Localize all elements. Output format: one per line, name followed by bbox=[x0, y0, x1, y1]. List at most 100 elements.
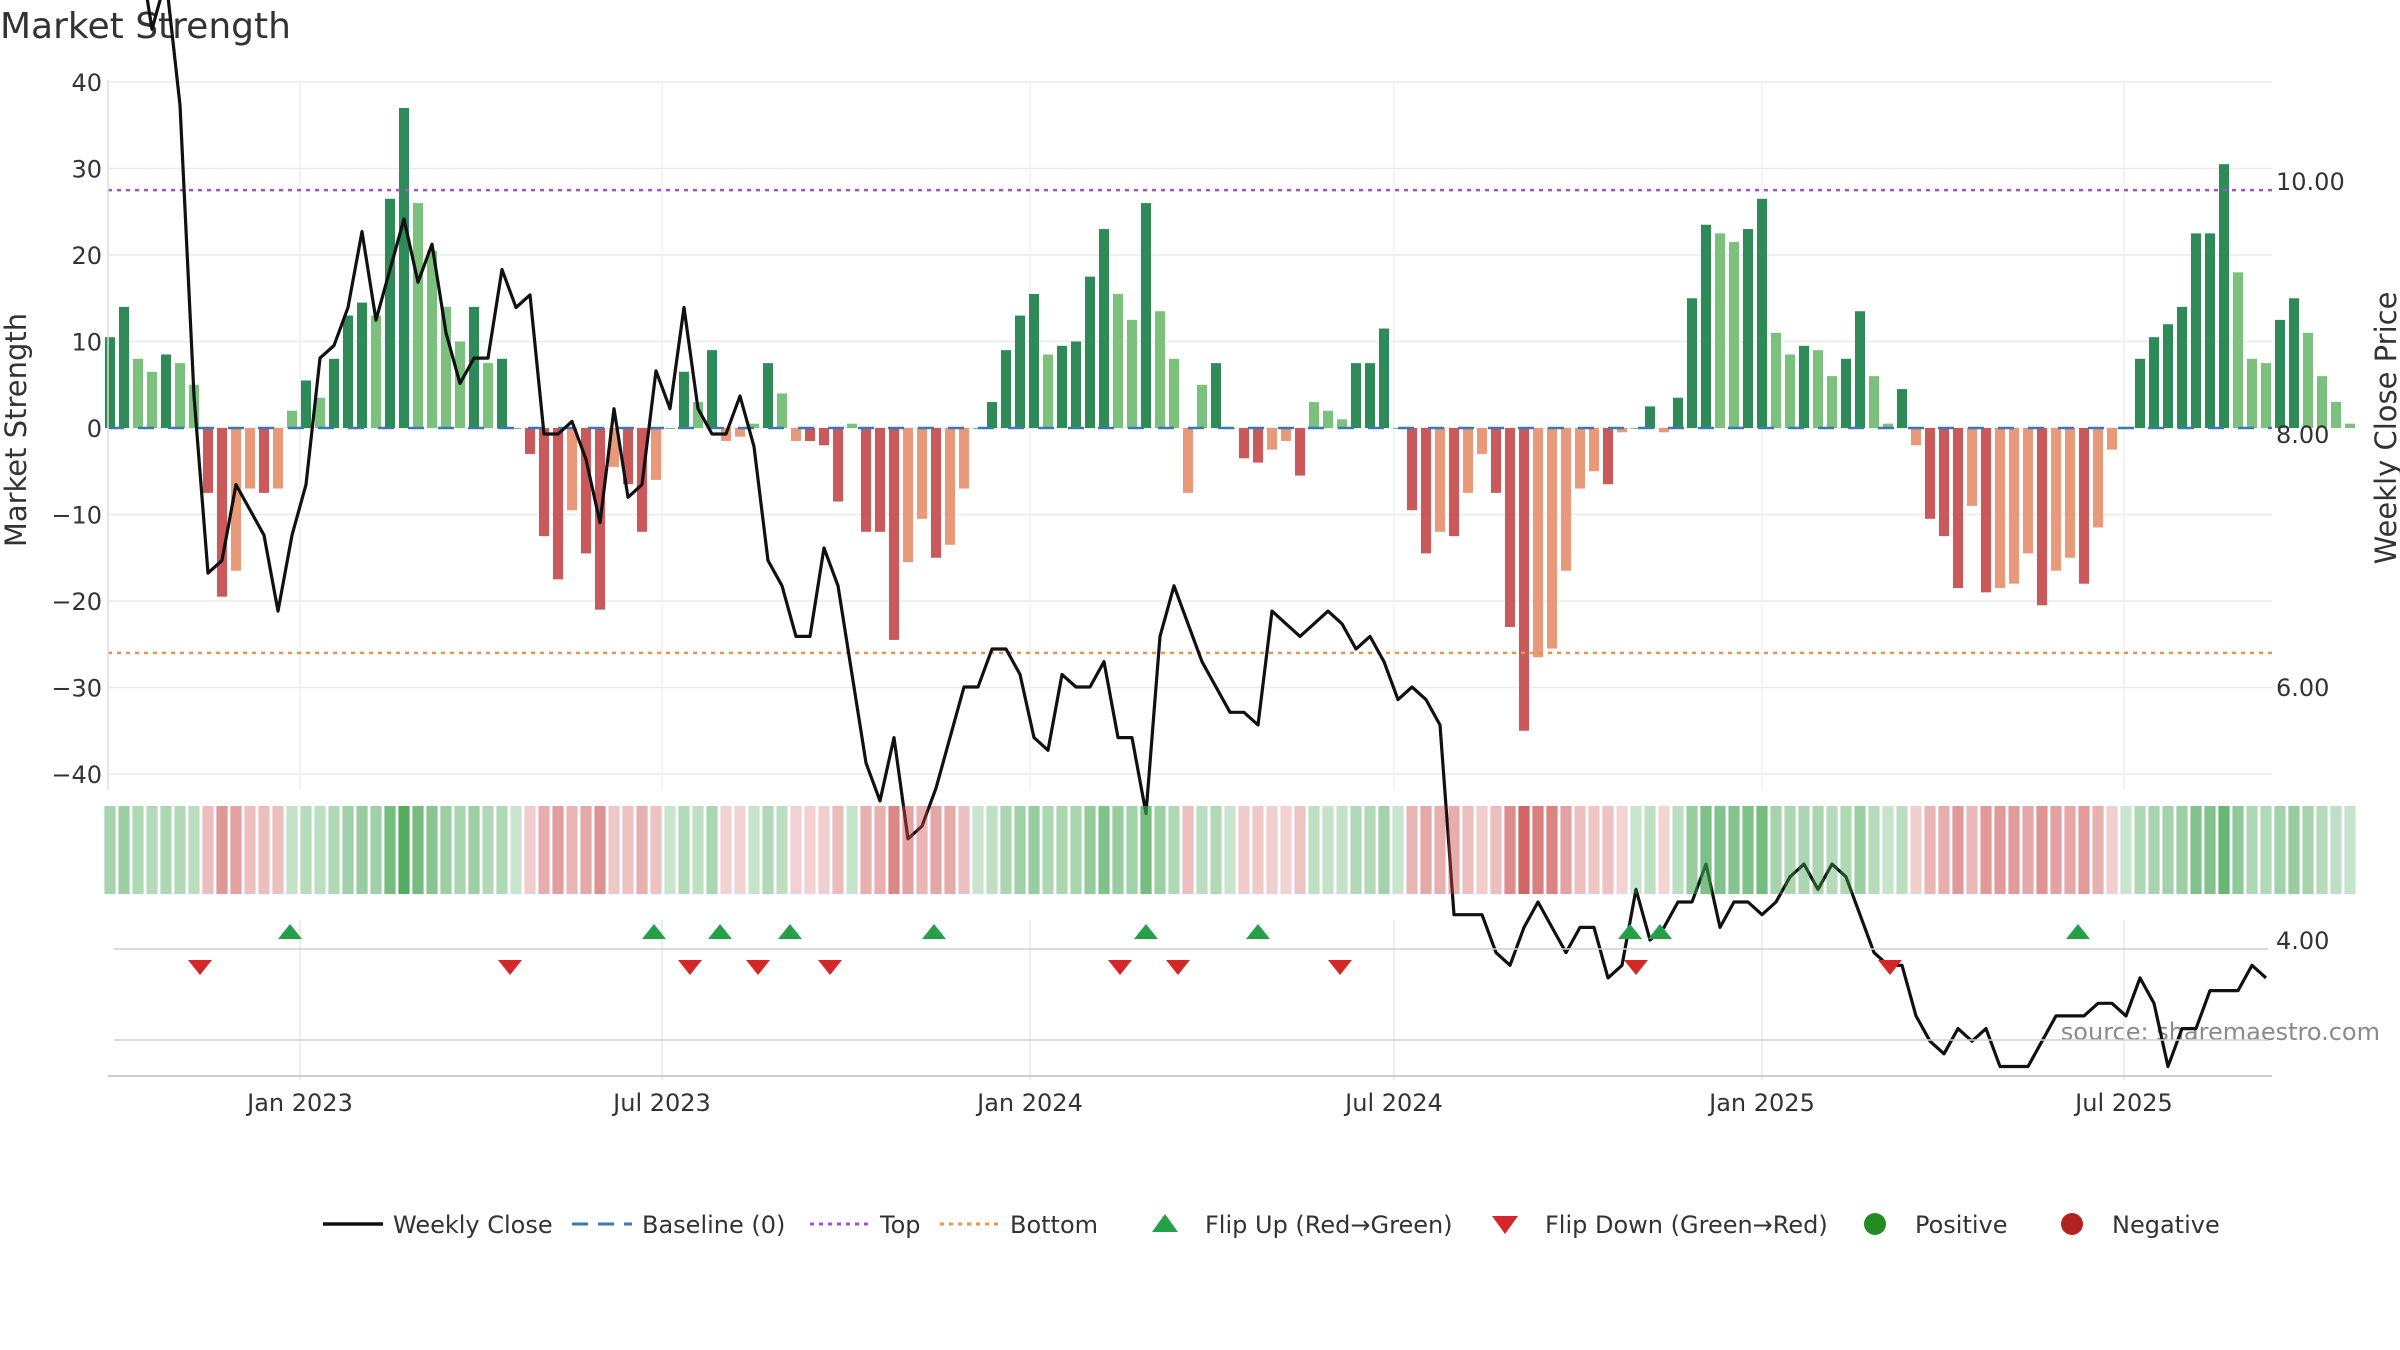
strength-bar bbox=[1266, 428, 1278, 450]
strength-bar bbox=[2106, 428, 2118, 450]
strength-bar bbox=[1126, 319, 1138, 428]
legend-swatch bbox=[1492, 1216, 1518, 1234]
flip-up-marker bbox=[642, 924, 666, 939]
heat-cell bbox=[1686, 806, 1698, 894]
strength-bar bbox=[776, 393, 788, 428]
flip-down-marker bbox=[678, 960, 702, 975]
strength-bar bbox=[244, 428, 256, 489]
strength-bar bbox=[804, 428, 816, 441]
strength-bar bbox=[1420, 428, 1432, 554]
heat-cell bbox=[314, 806, 326, 894]
heat-cell bbox=[2316, 806, 2328, 894]
strength-bar bbox=[1056, 345, 1068, 428]
strength-bar bbox=[258, 428, 270, 493]
heat-cell bbox=[328, 806, 340, 894]
flip-down-marker bbox=[1166, 960, 1190, 975]
legend-swatch bbox=[2061, 1213, 2083, 1235]
strength-bar bbox=[1182, 428, 1194, 493]
strength-bar bbox=[2064, 428, 2076, 558]
y-right-tick-label: 8.00 bbox=[2276, 421, 2329, 449]
heat-cell bbox=[384, 806, 396, 894]
heat-cell bbox=[342, 806, 354, 894]
strength-bar bbox=[2204, 233, 2216, 428]
strength-bar bbox=[1112, 293, 1124, 428]
strength-bar bbox=[1560, 428, 1572, 571]
heat-cell bbox=[1532, 806, 1544, 894]
strength-bar bbox=[1742, 229, 1754, 428]
strength-bar bbox=[1574, 428, 1586, 489]
heat-cell bbox=[482, 806, 494, 894]
legend-label: Top bbox=[879, 1211, 921, 1239]
heat-cell bbox=[1602, 806, 1614, 894]
strength-bar bbox=[762, 363, 774, 428]
strength-bar bbox=[1546, 428, 1558, 649]
heat-cell bbox=[1476, 806, 1488, 894]
strength-bar bbox=[1308, 402, 1320, 428]
strength-bar bbox=[734, 428, 746, 437]
flip-down-marker bbox=[1328, 960, 1352, 975]
heat-cell bbox=[454, 806, 466, 894]
strength-bar bbox=[874, 428, 886, 532]
heat-cell bbox=[370, 806, 382, 894]
strength-bar bbox=[1700, 224, 1712, 428]
strength-bar bbox=[2288, 298, 2300, 428]
flip-up-marker bbox=[922, 924, 946, 939]
heat-cell bbox=[2008, 806, 2020, 894]
strength-bar bbox=[1406, 428, 1418, 511]
heat-cell bbox=[748, 806, 760, 894]
strength-bar bbox=[286, 410, 298, 428]
flip-up-marker bbox=[1648, 924, 1672, 939]
strength-bar bbox=[1868, 376, 1880, 428]
strength-bar bbox=[2134, 358, 2146, 428]
heat-cell bbox=[1994, 806, 2006, 894]
heat-cell bbox=[594, 806, 606, 894]
strength-bar bbox=[2330, 402, 2342, 428]
strength-bar bbox=[342, 315, 354, 428]
heat-cell bbox=[678, 806, 690, 894]
strength-bar bbox=[2316, 376, 2328, 428]
strength-bar bbox=[1812, 350, 1824, 428]
heat-cell bbox=[258, 806, 270, 894]
legend-swatch bbox=[1864, 1213, 1886, 1235]
flip-down-marker bbox=[1878, 960, 1902, 975]
strength-bar bbox=[1070, 341, 1082, 428]
strength-bar bbox=[2092, 428, 2104, 528]
heat-cell bbox=[1140, 806, 1152, 894]
strength-bar bbox=[1966, 428, 1978, 506]
strength-bar bbox=[2260, 363, 2272, 428]
legend-label: Bottom bbox=[1010, 1211, 1098, 1239]
strength-heat-strip bbox=[104, 806, 2356, 894]
heat-cell bbox=[1812, 806, 1824, 894]
strength-bar bbox=[1210, 363, 1222, 428]
strength-bar bbox=[1644, 406, 1656, 428]
reference-lines bbox=[108, 188, 2272, 655]
strength-bar bbox=[1896, 389, 1908, 428]
heat-cell bbox=[650, 806, 662, 894]
heat-cell bbox=[2232, 806, 2244, 894]
heat-cell bbox=[1756, 806, 1768, 894]
heat-cell bbox=[2092, 806, 2104, 894]
heat-cell bbox=[132, 806, 144, 894]
heat-cell bbox=[356, 806, 368, 894]
heat-cell bbox=[1210, 806, 1222, 894]
strength-bar bbox=[1028, 293, 1040, 428]
strength-bar bbox=[496, 358, 508, 428]
strength-bar bbox=[1504, 428, 1516, 627]
heat-cell bbox=[496, 806, 508, 894]
heat-cell bbox=[1630, 806, 1642, 894]
heat-cell bbox=[2246, 806, 2258, 894]
heat-cell bbox=[2162, 806, 2174, 894]
heat-cell bbox=[1770, 806, 1782, 894]
heat-cell bbox=[1280, 806, 1292, 894]
strength-bar bbox=[468, 306, 480, 428]
strength-bar bbox=[2218, 164, 2230, 429]
x-tick-label: Jan 2024 bbox=[975, 1089, 1083, 1117]
heat-cell bbox=[1420, 806, 1432, 894]
strength-bar bbox=[1532, 428, 1544, 658]
strength-bar bbox=[1238, 428, 1250, 459]
heat-cell bbox=[524, 806, 536, 894]
strength-bar bbox=[1140, 203, 1152, 428]
heat-cell bbox=[1308, 806, 1320, 894]
heat-cell bbox=[510, 806, 522, 894]
strength-bar bbox=[1770, 332, 1782, 428]
